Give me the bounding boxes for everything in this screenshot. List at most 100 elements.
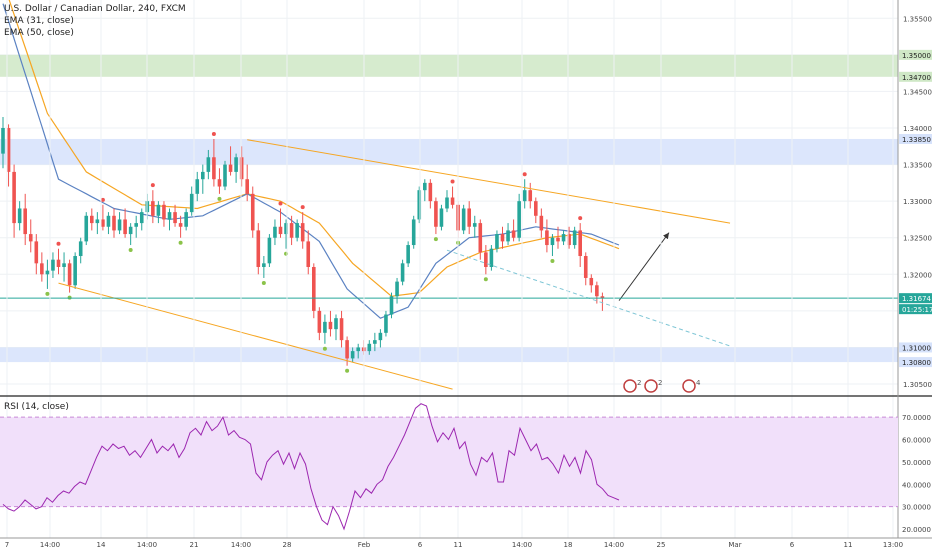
- candle-body: [406, 245, 410, 264]
- candle-body: [367, 343, 372, 352]
- rsi-tick-label: 70.0000: [902, 414, 931, 422]
- candle-body: [411, 219, 416, 246]
- candle-body: [289, 223, 294, 238]
- candle-body: [423, 182, 427, 191]
- candle-body: [162, 204, 166, 220]
- candle-body: [73, 256, 77, 286]
- rsi-tick-label: 40.0000: [902, 481, 931, 489]
- candle-body: [472, 223, 477, 227]
- event-badge-icon: [682, 379, 696, 393]
- candle-body: [262, 263, 266, 267]
- candle-body: [139, 212, 144, 224]
- candle-body: [439, 208, 444, 227]
- price-badge: [899, 293, 932, 304]
- candle-body: [23, 208, 27, 235]
- candle-body: [134, 223, 138, 227]
- zone-demand: [0, 347, 898, 363]
- rsi-tick-label: 30.0000: [902, 504, 931, 512]
- candle-body: [95, 219, 100, 224]
- candle-body: [151, 201, 155, 216]
- candle-body: [178, 223, 183, 227]
- candle-body: [62, 263, 66, 267]
- candle-body: [267, 237, 272, 264]
- candle-body: [112, 215, 116, 231]
- candle-body: [545, 230, 549, 246]
- price-badge: [899, 133, 932, 144]
- price-badge-label: 1.31674: [902, 295, 931, 303]
- candle-body: [167, 212, 172, 220]
- rsi-tick-label: 60.0000: [902, 437, 931, 445]
- candle-body: [328, 321, 333, 330]
- time-tick-label: 14:00: [137, 541, 157, 549]
- time-tick-label: 6: [418, 541, 423, 549]
- candle-body: [101, 219, 105, 227]
- candle-body: [378, 332, 383, 341]
- candle-body: [295, 223, 299, 238]
- candle-body: [1, 128, 5, 154]
- fractal-low-dot: [217, 196, 222, 201]
- candle-body: [323, 321, 327, 333]
- candle-body: [84, 215, 89, 242]
- candle-body: [45, 270, 50, 275]
- rsi-tick-label: 20.0000: [902, 526, 931, 534]
- candle-body: [184, 212, 188, 227]
- candle-body: [500, 234, 505, 242]
- fractal-low-dot: [45, 291, 50, 296]
- candle-body: [306, 241, 311, 267]
- event-count: 2: [658, 379, 662, 387]
- candle-body: [384, 314, 388, 333]
- candle-body: [589, 277, 594, 286]
- candle-body: [28, 234, 33, 242]
- candle-body: [417, 190, 422, 220]
- candle-body: [206, 157, 211, 172]
- candle-body: [345, 340, 349, 359]
- fractal-low-dot: [550, 259, 555, 264]
- time-tick-label: 14: [97, 541, 106, 549]
- fractal-low-dot: [322, 346, 327, 351]
- candle-body: [117, 219, 122, 231]
- rsi-tick-label: 50.0000: [902, 459, 931, 467]
- price-badge: [899, 71, 932, 82]
- candle-body: [217, 179, 222, 187]
- ema50-line: [8, 0, 620, 297]
- candle-body: [478, 223, 483, 253]
- channel-trendline: [247, 139, 731, 224]
- candle-body: [600, 296, 605, 299]
- candle-body: [511, 230, 516, 238]
- fractal-low-dot: [178, 240, 183, 245]
- candle-body: [572, 230, 577, 246]
- candle-body: [534, 201, 538, 216]
- candle-body: [234, 157, 238, 172]
- event-badge-icon: [644, 379, 658, 393]
- rsi-line: [2, 403, 620, 531]
- time-tick-label: 25: [657, 541, 666, 549]
- candle-body: [528, 190, 533, 202]
- time-tick-label: 11: [844, 541, 853, 549]
- time-tick-label: 14:00: [231, 541, 251, 549]
- price-tick-label: 1.32500: [903, 235, 932, 243]
- candle-body: [278, 226, 283, 235]
- candle-body: [445, 197, 449, 209]
- candle-body: [12, 171, 16, 224]
- candle-body: [189, 193, 194, 213]
- event-count: 4: [696, 379, 701, 387]
- time-tick-label: Mar: [728, 541, 741, 549]
- candle-body: [539, 215, 544, 231]
- candle-body: [317, 310, 322, 333]
- candle-body: [400, 263, 405, 282]
- candle-body: [373, 340, 377, 344]
- candle-body: [56, 259, 61, 267]
- fractal-high-dot: [300, 205, 305, 210]
- candle-body: [245, 179, 249, 194]
- candle-body: [517, 201, 521, 238]
- candle-body: [195, 179, 200, 194]
- candle-body: [484, 252, 488, 267]
- candle-body: [389, 296, 394, 315]
- price-badge: [899, 49, 932, 60]
- ema31-line: [2, 3, 620, 319]
- candle-body: [256, 230, 261, 267]
- time-tick-label: 13:00: [883, 541, 903, 549]
- countdown-label: 01:25:17: [902, 306, 932, 314]
- candle-body: [467, 208, 471, 227]
